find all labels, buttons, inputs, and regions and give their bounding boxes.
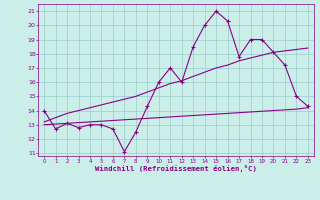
- X-axis label: Windchill (Refroidissement éolien,°C): Windchill (Refroidissement éolien,°C): [95, 165, 257, 172]
